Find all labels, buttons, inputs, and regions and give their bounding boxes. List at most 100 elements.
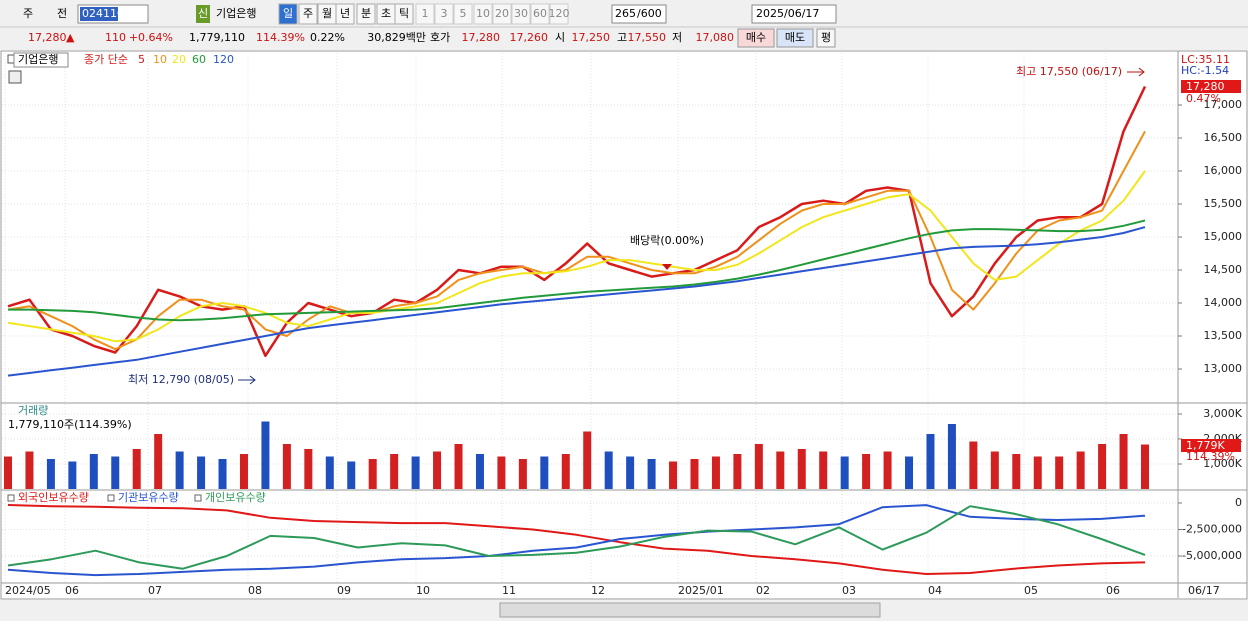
volume-bar (261, 421, 270, 489)
toolbar-field[interactable]: 신 (198, 7, 208, 20)
volume-bar (325, 456, 334, 489)
period-label[interactable]: 초 (381, 7, 391, 20)
volume-bar (218, 459, 227, 489)
series-line (7, 505, 1146, 570)
interval-button[interactable] (511, 3, 531, 25)
series-line (7, 130, 1146, 351)
volume-bar (647, 459, 656, 489)
toolbar-field[interactable]: 전 (57, 7, 67, 20)
interval-label[interactable]: 120 (549, 7, 570, 20)
y-tick-label: 14,000 (1204, 296, 1243, 309)
volume-bar (4, 456, 12, 489)
y-tick-label: 15,000 (1204, 230, 1243, 243)
period-label[interactable]: 월 (322, 7, 332, 20)
x-tick-label: 04 (928, 584, 942, 597)
quote-button-label[interactable]: 매수 (746, 31, 766, 44)
interval-button[interactable] (473, 3, 493, 25)
quote-volume: 1,779,110 (189, 31, 245, 44)
volume-bar (797, 449, 806, 489)
interval-label[interactable]: 30 (514, 7, 528, 20)
volume-bar (776, 451, 785, 489)
quote-button[interactable] (737, 28, 775, 48)
y-tick-label: 17,000 (1204, 98, 1243, 111)
interval-button[interactable] (415, 3, 435, 25)
quote-button-label[interactable]: 매도 (785, 31, 805, 44)
period-button[interactable] (356, 3, 376, 25)
volume-bar (1141, 444, 1149, 489)
y-tick-label: 16,500 (1204, 131, 1243, 144)
volume-bar (197, 456, 206, 489)
interval-button[interactable] (549, 3, 569, 25)
period-label[interactable]: 분 (361, 7, 371, 20)
x-tick-label: 07 (148, 584, 162, 597)
legend-entry: 외국인보유수량 (18, 491, 89, 504)
legend-prefix: 종가 단순 (84, 53, 128, 66)
toolbar-field[interactable]: 기업은행 (216, 7, 256, 20)
low-note: 최저 12,790 (08/05) (128, 373, 234, 386)
count-input (611, 4, 667, 24)
x-tick-label: 05 (1024, 584, 1038, 597)
quote-open: 17,250 (572, 31, 611, 44)
quote-change-pct: +0.64% (129, 31, 173, 44)
period-button[interactable] (335, 3, 355, 25)
x-tick-label: 06 (1106, 584, 1120, 597)
toolbar-field[interactable]: 024110 (82, 7, 124, 20)
toolbar-field[interactable]: 주 (23, 7, 33, 20)
interval-button[interactable] (453, 3, 473, 25)
interval-label[interactable]: 1 (422, 7, 429, 20)
interval-label[interactable]: 10 (476, 7, 490, 20)
period-label[interactable]: 년 (340, 7, 350, 20)
interval-label[interactable]: 3 (441, 7, 448, 20)
volume-bar (1119, 434, 1128, 489)
volume-bar (132, 449, 141, 489)
interval-label[interactable]: 20 (495, 7, 509, 20)
y-tick-label: -2,500,000 (1182, 522, 1242, 535)
x-tick-label: 03 (842, 584, 856, 597)
x-tick-label: 06 (65, 584, 79, 597)
interval-label[interactable]: 60 (533, 7, 547, 20)
quote-arrow: ▲ (66, 31, 75, 44)
hc-label: HC:-1.54 (1181, 64, 1229, 77)
quote-amount: 30,829백만 (367, 31, 426, 44)
volume-bar (604, 451, 613, 489)
quote-button[interactable] (776, 28, 814, 48)
volume-bar (411, 456, 420, 489)
period-button[interactable] (298, 3, 318, 25)
quote-button-label[interactable]: 평 (821, 31, 831, 44)
volume-bar (1076, 451, 1085, 489)
quote-low: 17,080 (696, 31, 735, 44)
series-line (7, 170, 1146, 343)
quote-ask: 17,280 (462, 31, 501, 44)
volume-bar (1055, 456, 1064, 489)
date-input[interactable] (751, 4, 837, 24)
panel-icon[interactable] (8, 70, 22, 84)
legend-entry: 60 (192, 53, 206, 66)
volume-bar (304, 449, 313, 489)
period-label[interactable]: 일 (283, 6, 293, 20)
interval-button[interactable] (434, 3, 454, 25)
legend-entry: 20 (172, 53, 186, 66)
volume-bar (754, 444, 763, 489)
x-tick-label: 06/17 (1188, 584, 1220, 597)
volume-bar (862, 454, 871, 489)
last-price-box (1181, 80, 1241, 93)
volume-bar (454, 444, 463, 489)
period-label[interactable]: 주 (303, 7, 313, 20)
period-button[interactable] (278, 3, 298, 25)
date[interactable]: 2025/06/17 (756, 7, 819, 20)
period-button[interactable] (394, 3, 414, 25)
chart-frame (0, 50, 1248, 600)
code-highlight (80, 7, 118, 21)
interval-button[interactable] (530, 3, 550, 25)
quote-bid: 17,260 (510, 31, 549, 44)
scroll-thumb[interactable] (499, 602, 881, 618)
y-tick-label: 13,000 (1204, 362, 1243, 375)
interval-button[interactable] (492, 3, 512, 25)
interval-label[interactable]: 5 (460, 7, 467, 20)
volume-bar (540, 456, 549, 489)
volume-bar (905, 456, 914, 489)
quote-turnover: 0.22% (310, 31, 345, 44)
quote-button[interactable] (816, 28, 836, 48)
count-max: /600 (637, 7, 662, 20)
period-label[interactable]: 틱 (399, 7, 409, 20)
